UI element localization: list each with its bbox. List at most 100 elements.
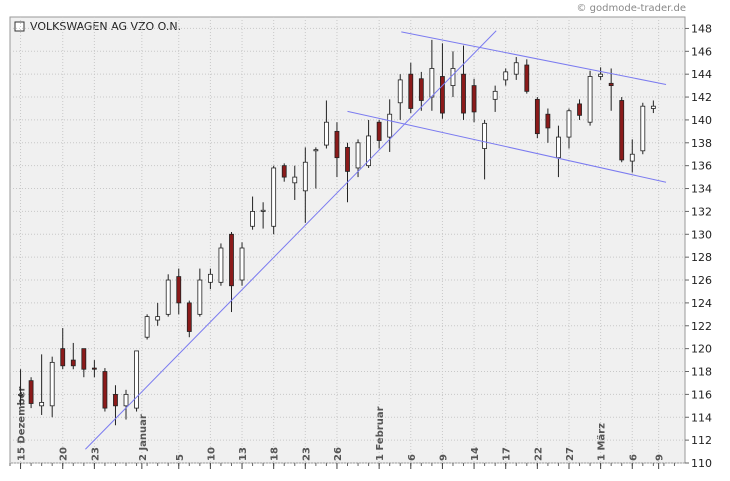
chart-title: VOLKSWAGEN AG VZO O.N. — [30, 20, 181, 33]
x-tick-label: 15 Dezember — [17, 387, 28, 461]
y-tick-label: 148 — [691, 22, 712, 35]
x-tick-label: 6 — [407, 454, 418, 461]
candle-body — [186, 302, 192, 332]
x-tick-label: 13 — [238, 447, 249, 461]
y-tick-label: 144 — [691, 68, 712, 81]
x-tick-label: 1 Februar — [375, 406, 386, 461]
candle-body — [408, 73, 414, 109]
candle-body — [91, 367, 97, 370]
x-tick-label: 14 — [470, 447, 481, 461]
candle-body — [39, 401, 45, 407]
candle-body — [218, 247, 224, 283]
candle-body — [629, 153, 635, 162]
candle-body — [144, 316, 150, 338]
candle-body — [250, 211, 255, 227]
candle-body — [176, 276, 182, 304]
candle-body — [513, 62, 519, 75]
candle-body — [313, 149, 319, 152]
candle-body — [229, 233, 234, 287]
candle-body — [123, 393, 129, 407]
y-tick-label: 146 — [691, 45, 712, 58]
y-tick-label: 114 — [691, 411, 712, 424]
x-tick-label: 6 — [628, 454, 639, 461]
candle-body — [302, 161, 308, 192]
candle-body — [197, 279, 203, 315]
x-tick-label: 22 — [533, 447, 544, 461]
y-tick-label: 140 — [691, 114, 712, 127]
candle-body — [619, 100, 625, 161]
y-tick-label: 142 — [691, 91, 712, 104]
x-tick-label: 27 — [565, 447, 576, 461]
candle-body — [492, 90, 498, 100]
x-tick-label: 5 — [175, 454, 186, 461]
candle-body — [471, 85, 477, 113]
trendline — [347, 110, 667, 183]
candle-body — [113, 393, 118, 407]
trendline — [85, 30, 497, 450]
candle-body — [281, 165, 287, 178]
candle-body — [598, 73, 604, 77]
candle-body — [450, 68, 456, 87]
candle-body — [461, 73, 466, 114]
candle-body — [70, 359, 76, 367]
candle-body — [587, 76, 593, 123]
y-tick-label: 138 — [691, 137, 712, 150]
candle-body — [60, 348, 66, 367]
candle-body — [650, 105, 656, 109]
y-tick-label: 128 — [691, 251, 712, 264]
x-tick-label: 9 — [655, 454, 666, 461]
candle-body — [134, 350, 139, 409]
candle-body — [608, 82, 614, 87]
candle-body — [556, 136, 561, 159]
candle-body — [271, 167, 277, 227]
candle-body — [165, 279, 171, 315]
candle-body — [577, 103, 582, 116]
candle-body — [397, 79, 403, 104]
plot-area — [9, 16, 686, 464]
x-tick-label: 23 — [90, 447, 101, 461]
candle-body — [387, 113, 393, 138]
candle-body — [429, 68, 435, 98]
x-tick-label: 17 — [502, 447, 513, 461]
y-tick-label: 132 — [691, 205, 712, 218]
x-tick-label: 26 — [333, 447, 344, 461]
source: © godmode-trader.de — [577, 3, 687, 14]
y-tick-label: 124 — [691, 297, 712, 310]
x-tick-label: 20 — [59, 447, 70, 461]
candle-body — [18, 393, 23, 396]
y-tick-label: 110 — [691, 457, 712, 470]
candle-body — [345, 146, 350, 172]
candle-body — [260, 209, 266, 212]
candle-body — [366, 135, 371, 167]
candle-body — [334, 130, 340, 159]
y-tick-label: 112 — [691, 434, 712, 447]
y-tick-label: 130 — [691, 228, 712, 241]
candle-body — [102, 371, 108, 409]
legend-icon — [14, 21, 25, 32]
y-tick-label: 118 — [691, 366, 712, 379]
x-tick-label: 9 — [438, 454, 449, 461]
candle-body — [482, 122, 488, 149]
candle-body — [355, 142, 361, 169]
candle-body — [155, 316, 161, 321]
candle-body — [28, 380, 34, 404]
trendline — [401, 31, 667, 85]
candle-body — [524, 64, 530, 92]
candle-body — [503, 71, 509, 81]
candle-body — [49, 361, 55, 407]
candle-body — [81, 348, 87, 370]
x-tick-label: 23 — [301, 447, 312, 461]
y-tick-label: 120 — [691, 343, 712, 356]
y-tick-label: 126 — [691, 274, 712, 287]
candle-body — [566, 110, 572, 138]
candle-body — [640, 105, 646, 152]
candle-body — [534, 98, 540, 135]
y-tick-label: 134 — [691, 183, 712, 196]
candle-body — [292, 176, 298, 184]
x-tick-label: 1 März — [597, 423, 608, 461]
candle-body — [376, 121, 382, 141]
y-tick-label: 122 — [691, 320, 712, 333]
candle-body — [440, 76, 445, 114]
candle-body — [418, 78, 424, 101]
